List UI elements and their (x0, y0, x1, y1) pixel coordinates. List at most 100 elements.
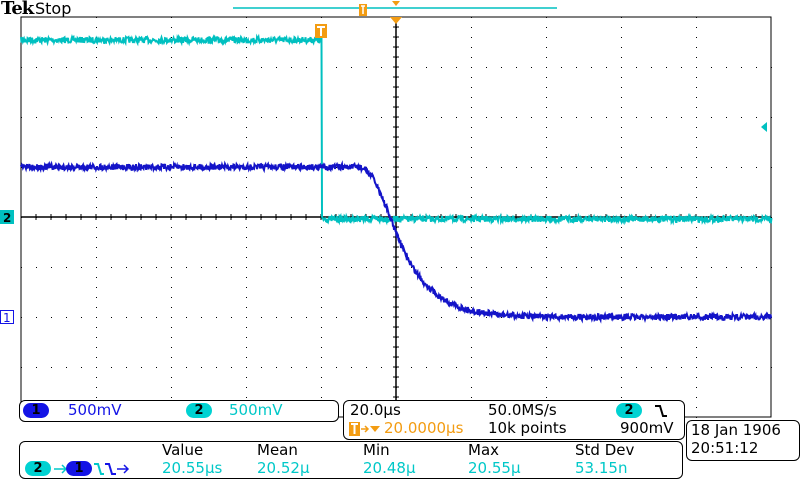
grid-dot (696, 47, 697, 48)
grid-dot (561, 267, 562, 268)
trigger-source-badge[interactable]: 2 (616, 403, 642, 418)
grid-dot (606, 117, 607, 118)
grid-dot (696, 417, 697, 418)
grid-dot (681, 367, 682, 368)
grid-dot (621, 227, 622, 228)
grid-dot (246, 237, 247, 238)
grid-dot (426, 367, 427, 368)
grid-dot (96, 177, 97, 178)
grid-dot (441, 67, 442, 68)
grid-dot (546, 37, 547, 38)
grid-dot (141, 267, 142, 268)
grid-dot (471, 117, 472, 118)
value-current: 20.55µs (162, 459, 223, 477)
grid-dot (726, 167, 727, 168)
ch2-badge[interactable]: 2 (186, 403, 212, 418)
grid-dot (561, 367, 562, 368)
grid-dot (621, 57, 622, 58)
grid-dot (621, 177, 622, 178)
grid-dot (621, 377, 622, 378)
measure-source-ch1[interactable]: 1 (66, 461, 92, 476)
grid-dot (171, 337, 172, 338)
grid-dot (531, 67, 532, 68)
grid-dot (471, 167, 472, 168)
grid-dot (96, 157, 97, 158)
grid-dot (501, 167, 502, 168)
grid-dot (81, 67, 82, 68)
grid-dot (696, 357, 697, 358)
header-std-dev: Std Dev (575, 441, 635, 459)
grid-dot (351, 117, 352, 118)
grid-dot (246, 107, 247, 108)
grid-dot (246, 157, 247, 158)
grid-dot (96, 47, 97, 48)
grid-dot (681, 67, 682, 68)
grid-dot (246, 267, 247, 268)
grid-dot (171, 267, 172, 268)
grid-dot (531, 367, 532, 368)
markers: 21 (0, 1, 767, 325)
grid-dot (441, 317, 442, 318)
grid-dot (21, 117, 22, 118)
grid-dot (471, 27, 472, 28)
grid-dot (96, 147, 97, 148)
grid-dot (741, 367, 742, 368)
grid-dot (501, 117, 502, 118)
measure-source-ch2[interactable]: 2 (25, 461, 51, 476)
ch1-ground-marker: 1 (0, 310, 14, 325)
grid-dot (96, 67, 97, 68)
grid-dot (96, 187, 97, 188)
grid-dot (741, 67, 742, 68)
grid-dot (306, 117, 307, 118)
grid-dot (171, 127, 172, 128)
grid-dot (471, 237, 472, 238)
grid-dot (201, 267, 202, 268)
grid-dot (246, 197, 247, 198)
grid-dot (756, 67, 757, 68)
grid-dot (636, 267, 637, 268)
grid-dot (471, 147, 472, 148)
grid-dot (471, 357, 472, 358)
grid-dot (756, 367, 757, 368)
grid-dot (696, 297, 697, 298)
ch2-ground-marker: 2 (0, 210, 14, 225)
grid-dot (696, 227, 697, 228)
record-expansion-marker (392, 1, 400, 6)
grid-dot (621, 327, 622, 328)
grid-dot (96, 117, 97, 118)
grid-dot (246, 297, 247, 298)
grid-dot (246, 207, 247, 208)
grid-dot (171, 307, 172, 308)
grid-dot (36, 267, 37, 268)
grid-dot (456, 117, 457, 118)
grid-dot (771, 67, 772, 68)
grid-dot (696, 347, 697, 348)
grid-dot (471, 187, 472, 188)
grid-dot (306, 67, 307, 68)
grid-dot (411, 367, 412, 368)
grid-dot (771, 117, 772, 118)
grid-dot (96, 337, 97, 338)
ch1-badge[interactable]: 1 (23, 403, 49, 418)
grid-dot (711, 267, 712, 268)
grid-dot (606, 267, 607, 268)
grid-dot (471, 87, 472, 88)
grid-dot (441, 167, 442, 168)
grid-dot (546, 187, 547, 188)
record-trigger-glyph (361, 5, 365, 14)
grid-dot (711, 117, 712, 118)
grid-dot (546, 307, 547, 308)
grid-dot (21, 317, 22, 318)
grid-dot (321, 297, 322, 298)
grid-dot (741, 117, 742, 118)
grid-dot (621, 147, 622, 148)
grid-dot (261, 117, 262, 118)
grid-dot (321, 367, 322, 368)
falling-edge-icon (655, 405, 667, 417)
grid-dot (246, 117, 247, 118)
grid-dot (216, 267, 217, 268)
grid-dot (561, 117, 562, 118)
grid-dot (306, 267, 307, 268)
grid-dot (246, 127, 247, 128)
grid-dot (156, 117, 157, 118)
